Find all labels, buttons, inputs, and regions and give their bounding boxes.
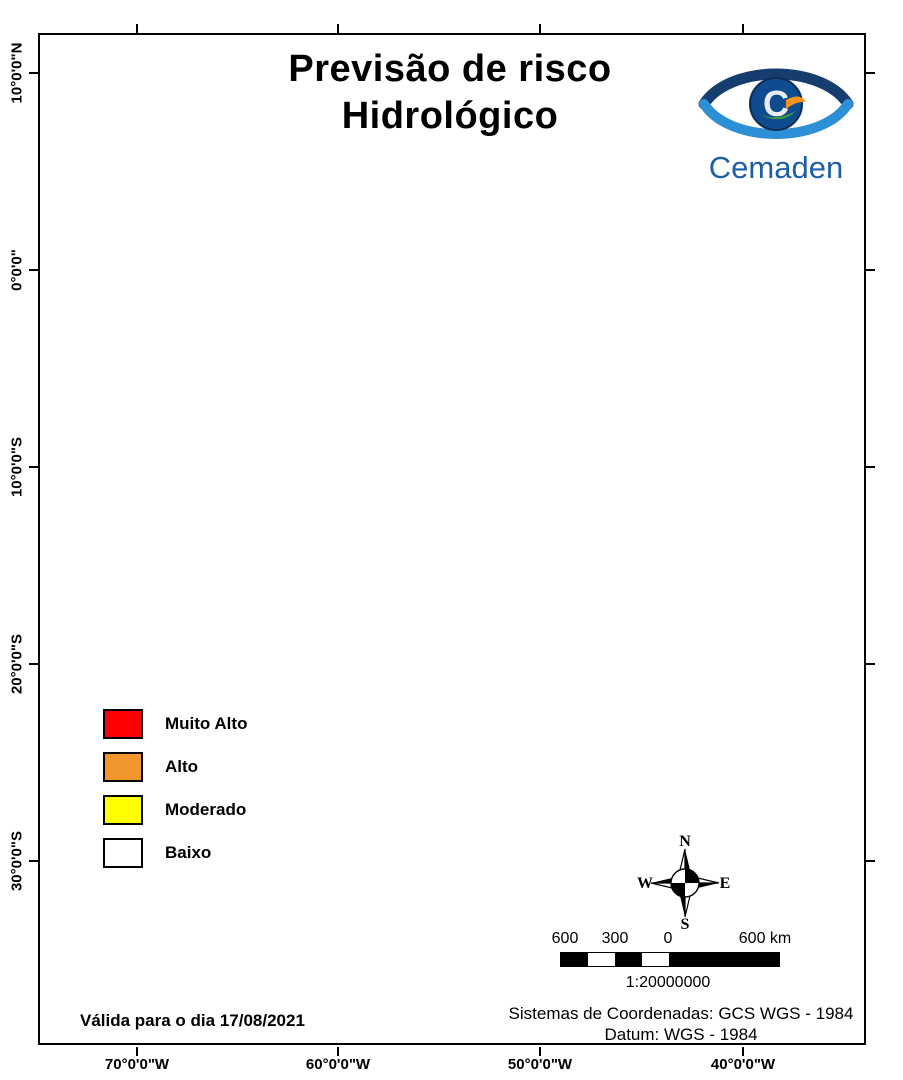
legend-swatch-muito-alto [103, 709, 143, 739]
compass-south-label: S [681, 916, 690, 932]
latitude-tick-label: 30°0'0"S [8, 830, 26, 892]
compass-rose-icon: N S W E [637, 833, 731, 932]
scale-label-600-left: 600 [551, 930, 579, 947]
latitude-tick-right [866, 72, 875, 74]
validity-note: Válida para o dia 17/08/2021 [80, 1011, 305, 1030]
legend-label-alto: Alto [165, 757, 199, 776]
legend-swatch-alto [103, 752, 143, 782]
legend-swatch-baixo [103, 838, 143, 868]
latitude-tick-left [29, 72, 38, 74]
cemaden-logo: C Cemaden [698, 68, 854, 185]
latitude-tick-left [29, 860, 38, 862]
page-title-line1: Previsão de risco [288, 48, 612, 90]
legend-item-baixo: Baixo [103, 838, 247, 868]
latitude-tick-left [29, 269, 38, 271]
crs-line2: Datum: WGS - 1984 [604, 1025, 758, 1044]
latitude-tick-right [866, 269, 875, 271]
cemaden-eye-icon: C [698, 68, 854, 139]
latitude-tick-left [29, 466, 38, 468]
latitude-tick-left [29, 663, 38, 665]
map-frame [38, 33, 866, 1045]
compass-north-label: N [679, 833, 691, 850]
longitude-tick-top [136, 24, 138, 33]
scale-ratio: 1:20000000 [625, 974, 711, 991]
legend-label-moderado: Moderado [165, 800, 247, 819]
compass-star [650, 848, 720, 918]
scale-label-0: 0 [663, 930, 673, 947]
page-title-line2: Hidrológico [341, 95, 559, 137]
legend-swatch-moderado [103, 795, 143, 825]
longitude-tick-label: 40°0'0"W [710, 1056, 776, 1073]
latitude-tick-label: 10°0'0"S [8, 436, 26, 498]
risk-legend: Muito Alto Alto Moderado Baixo [103, 709, 247, 881]
longitude-tick-label: 70°0'0"W [104, 1056, 170, 1073]
legend-item-alto: Alto [103, 752, 247, 782]
longitude-tick-bottom [742, 1047, 744, 1056]
latitude-tick-right [866, 860, 875, 862]
legend-item-moderado: Moderado [103, 795, 247, 825]
cemaden-wordmark: Cemaden [709, 150, 843, 185]
scale-bar [560, 952, 780, 967]
legend-label-baixo: Baixo [165, 843, 212, 862]
legend-label-muito-alto: Muito Alto [165, 714, 248, 733]
crs-line1: Sistemas de Coordenadas: GCS WGS - 1984 [508, 1004, 854, 1023]
longitude-tick-top [742, 24, 744, 33]
longitude-tick-top [337, 24, 339, 33]
scale-label-600-right: 600 km [738, 930, 792, 947]
latitude-tick-label: 0°0'0" [8, 249, 26, 291]
longitude-tick-top [539, 24, 541, 33]
scale-label-300: 300 [601, 930, 629, 947]
crs-note: Sistemas de Coordenadas: GCS WGS - 1984 … [495, 1003, 867, 1045]
longitude-tick-label: 60°0'0"W [305, 1056, 371, 1073]
page-title: Previsão de risco Hidrológico [230, 46, 670, 140]
latitude-tick-right [866, 663, 875, 665]
latitude-tick-right [866, 466, 875, 468]
longitude-tick-bottom [337, 1047, 339, 1056]
legend-item-muito-alto: Muito Alto [103, 709, 247, 739]
longitude-tick-label: 50°0'0"W [507, 1056, 573, 1073]
compass-east-label: E [720, 875, 731, 892]
longitude-tick-bottom [136, 1047, 138, 1056]
compass-west-label: W [637, 875, 653, 892]
longitude-tick-bottom [539, 1047, 541, 1056]
latitude-tick-label: 20°0'0"S [8, 633, 26, 695]
latitude-tick-label: 10°0'0"N [8, 42, 26, 104]
